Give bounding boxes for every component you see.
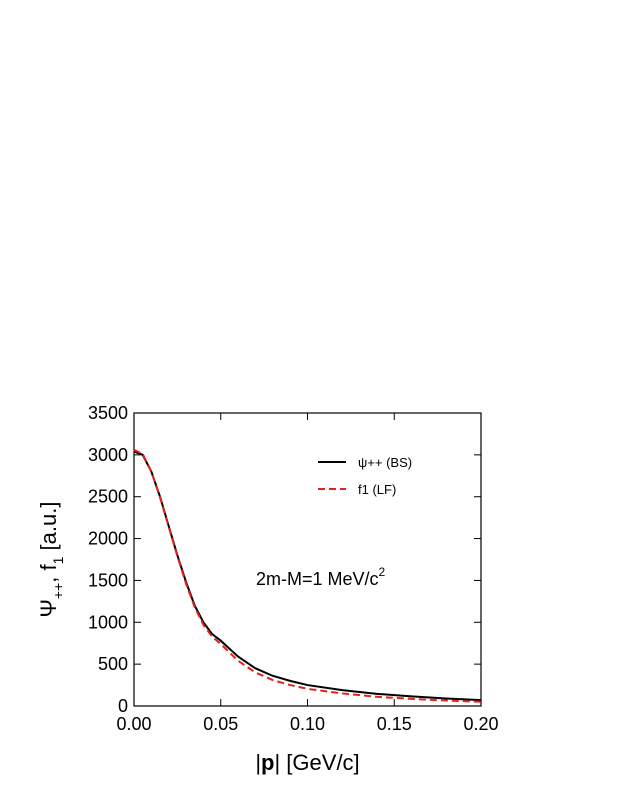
y-tick-label: 2000 <box>88 529 128 549</box>
y-tick-label: 500 <box>98 654 128 674</box>
annotation-part: 2 <box>379 565 386 579</box>
x-tick-label: 0.00 <box>116 714 151 734</box>
x-tick-label: 0.15 <box>377 714 412 734</box>
x-label-part: | <box>255 750 261 775</box>
y-axis-label: Ψ++, f1 [a.u.] <box>36 502 66 618</box>
series-line <box>133 450 482 702</box>
y-label-part: Ψ <box>36 599 61 617</box>
y-tick-label: 1500 <box>88 570 128 590</box>
y-label-part: , f <box>36 563 61 582</box>
y-tick-label: 3000 <box>88 445 128 465</box>
series-line <box>133 448 482 703</box>
annotation: 2m-M=1 MeV/c2 <box>256 565 386 589</box>
y-tick-label: 1000 <box>88 612 128 632</box>
y-tick-label: 0 <box>118 696 128 716</box>
x-label-part: p <box>261 750 274 775</box>
annotation-part: 2m-M=1 MeV/c <box>256 569 379 589</box>
y-tick-label: 3500 <box>88 403 128 423</box>
x-tick-label: 0.20 <box>463 714 498 734</box>
legend-label: ψ++ (BS) <box>358 455 412 470</box>
y-label-part: 1 <box>50 556 66 564</box>
legend-label: f1 (LF) <box>358 482 396 497</box>
plot-frame <box>133 412 482 707</box>
x-tick-label: 0.10 <box>290 714 325 734</box>
x-tick-label: 0.05 <box>203 714 238 734</box>
x-label-part: | [GeV/c] <box>274 750 359 775</box>
y-tick-label: 2500 <box>88 487 128 507</box>
y-label-part: [a.u.] <box>36 502 61 557</box>
y-label-part: ++ <box>50 583 66 599</box>
x-axis-label: |p| [GeV/c] <box>255 750 359 775</box>
